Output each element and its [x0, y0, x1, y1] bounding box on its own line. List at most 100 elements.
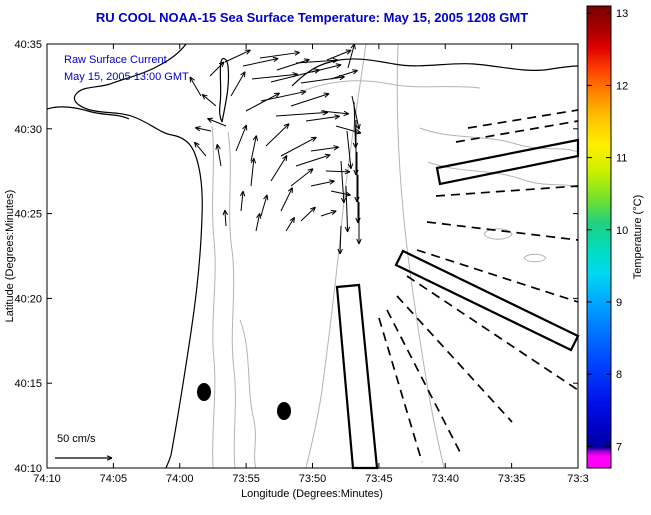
x-tick-label: 74:10: [33, 473, 61, 485]
current-vector: [222, 209, 228, 227]
current-vector: [251, 72, 298, 80]
current-vector: [356, 202, 362, 245]
current-vector: [260, 194, 269, 217]
transect-line-dashed: [396, 295, 513, 423]
current-vector: [280, 136, 317, 157]
current-vector: [275, 110, 329, 117]
colorbar-layer: 13 12 11 10 9 8 7: [586, 5, 628, 469]
annotation-current-type: Raw Surface Current: [64, 54, 167, 66]
transect-box: [435, 138, 580, 186]
colorbar-tick-label: 9: [616, 297, 622, 309]
current-vector: [250, 135, 259, 162]
current-vector: [320, 209, 337, 217]
bathymetry-contour: [483, 228, 513, 240]
current-vector: [285, 217, 295, 232]
annotation-current-date: May 15, 2005 13:00 GMT: [64, 71, 189, 83]
scale-label: 50 cm/s: [57, 433, 96, 445]
bathymetry-contour: [523, 253, 547, 263]
colorbar-tick-label: 8: [616, 369, 622, 381]
transect-box: [394, 249, 580, 352]
current-vector: [270, 68, 320, 83]
x-tick-label: 73:50: [299, 473, 327, 485]
sample-points-layer: [197, 383, 291, 420]
current-vector: [326, 49, 352, 61]
bathymetry-contour: [427, 161, 579, 189]
x-axis-label: Longitude (Degrees:Minutes): [241, 488, 383, 500]
transect-line-dashed: [406, 275, 579, 391]
current-vector: [305, 114, 340, 122]
y-tick-label: 40:25: [14, 209, 42, 221]
bathymetry-contour: [239, 319, 257, 469]
current-vector-layer: [55, 43, 362, 461]
y-tick-label: 40:15: [14, 378, 42, 390]
colorbar-label: Temperature (°C): [632, 195, 644, 279]
coastline: [73, 43, 203, 469]
x-tick-label: 73:55: [232, 473, 260, 485]
axes-layer: 74:10 74:05 74:00 73:55 73:50 73:45 73:40 73:35…: [14, 39, 588, 485]
y-tick-label: 40:30: [14, 124, 42, 136]
current-vector: [224, 49, 251, 63]
coastline: [46, 106, 130, 120]
current-vector: [354, 152, 360, 203]
scale-arrow: [55, 455, 113, 461]
current-vector: [344, 185, 351, 233]
transect-line-dashed: [455, 120, 579, 143]
current-vector: [320, 110, 350, 117]
coastline-layer: [46, 43, 579, 469]
transect-line-dashed: [378, 317, 423, 463]
x-tick-label: 73:35: [498, 473, 526, 485]
colorbar-tick-label: 13: [616, 8, 628, 20]
y-axis-label: Latitude (Degrees:Minutes): [4, 190, 16, 323]
x-tick-label: 74:05: [100, 473, 128, 485]
x-tick-label: 73:40: [431, 473, 459, 485]
current-vector: [290, 168, 314, 187]
colorbar-tick-label: 7: [616, 441, 622, 453]
colorbar-tick-label: 10: [616, 225, 628, 237]
current-vector: [355, 175, 361, 224]
current-vector: [195, 126, 212, 132]
y-tick-label: 40:10: [14, 463, 42, 475]
current-vector: [347, 43, 356, 69]
current-vector: [270, 155, 288, 182]
current-vector: [325, 168, 351, 175]
current-vector: [207, 117, 227, 127]
current-vector: [250, 157, 257, 187]
current-vector: [235, 124, 248, 152]
current-vector: [330, 190, 351, 197]
current-vector: [346, 130, 354, 170]
current-vector: [280, 187, 293, 212]
current-vector: [215, 144, 222, 167]
coastline: [291, 58, 579, 87]
bathymetry-contour: [419, 127, 579, 153]
bathymetry-contour: [305, 43, 367, 469]
current-vector: [295, 57, 339, 64]
current-vector: [337, 225, 343, 255]
current-vector: [230, 71, 246, 97]
transect-line-dashed: [467, 109, 579, 129]
y-tick-label: 40:35: [14, 39, 42, 51]
colorbar: [586, 5, 612, 469]
transect-line-dashed: [435, 185, 579, 197]
current-vector: [340, 160, 347, 204]
current-vector: [310, 179, 335, 187]
current-vector: [290, 92, 330, 107]
plot-box: [46, 43, 579, 469]
current-vector: [260, 89, 307, 102]
y-tick-label: 40:20: [14, 293, 42, 305]
current-vector: [259, 50, 300, 59]
current-vector: [255, 213, 262, 232]
current-vector: [193, 141, 207, 157]
current-vector: [242, 56, 279, 67]
transect-line-dashed: [416, 249, 579, 303]
current-vector: [310, 145, 339, 152]
colorbar-tick-label: 12: [616, 80, 628, 92]
bathymetry-contour: [211, 125, 216, 469]
bathymetry-contour: [299, 80, 481, 93]
colorbar-tick-label: 11: [616, 153, 627, 165]
current-vector: [209, 61, 225, 77]
x-tick-label: 74:00: [166, 473, 194, 485]
current-vector: [300, 206, 316, 222]
transect-line-dashed: [426, 221, 579, 241]
